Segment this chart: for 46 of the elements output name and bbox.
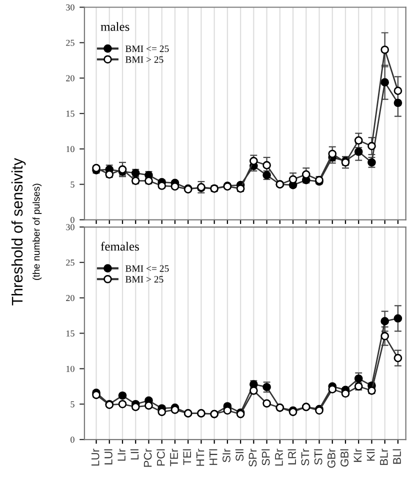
x-tick-label: SIl (235, 449, 244, 462)
x-tick-label: TEl (182, 449, 191, 465)
y-tick-label: 25 (66, 260, 74, 266)
legend-label: BMI <= 25 (125, 46, 169, 52)
x-tick-label: SPl (262, 449, 270, 466)
y-tick-label: 5 (70, 182, 74, 188)
y-tick-label: 20 (66, 75, 74, 82)
y-tick-label: 10 (66, 366, 74, 372)
x-tick-label: LUr (91, 448, 100, 466)
x-tick-label: SIr (222, 448, 230, 462)
x-tick-label: HTr (196, 448, 204, 466)
legend-label: BMI > 25 (125, 276, 164, 283)
x-tick-label: STr (301, 448, 310, 466)
x-tick-label: BLl (392, 449, 401, 464)
x-tick-label: KIr (354, 448, 362, 462)
x-tick-label: TEr (170, 448, 178, 466)
y-tick-label: 0 (70, 216, 74, 223)
y-tick-label: 30 (66, 4, 74, 10)
text: (the number of pulses) (32, 184, 42, 280)
x-tick-label: BLr (380, 448, 388, 465)
x-tick-label: PCr (144, 448, 152, 467)
x-tick-label: GBl (340, 449, 348, 467)
y-tick-label: 15 (66, 110, 74, 117)
y-tick-label: 10 (66, 146, 74, 152)
x-tick-label: LUl (104, 449, 112, 464)
y-tick-label: 0 (70, 436, 74, 443)
x-tick-label: GBr (327, 448, 336, 468)
x-tick-label: HTl (209, 449, 218, 465)
x-tick-label: STl (314, 449, 322, 465)
y-tick-label: 30 (66, 224, 74, 230)
legend-label: BMI > 25 (125, 56, 164, 63)
x-tick-label: SPr (248, 448, 257, 467)
legend-label: BMI <= 25 (125, 265, 169, 272)
y-tick-label: 20 (66, 294, 74, 302)
y-tick-label: 25 (66, 40, 74, 46)
y-axis-title: Threshold of sensivity (11, 158, 26, 306)
x-tick-label: LIr (118, 448, 126, 461)
x-tick-label: LIl (130, 449, 138, 460)
y-tick-label: 5 (70, 401, 74, 408)
x-tick-label: KIl (366, 449, 375, 461)
y-tick-label: 15 (66, 330, 74, 336)
text: females (100, 242, 139, 251)
text: males (100, 22, 130, 31)
x-tick-label: LRr (275, 448, 283, 466)
x-tick-label: LRl (288, 449, 296, 464)
x-tick-label: PCl (156, 449, 165, 466)
